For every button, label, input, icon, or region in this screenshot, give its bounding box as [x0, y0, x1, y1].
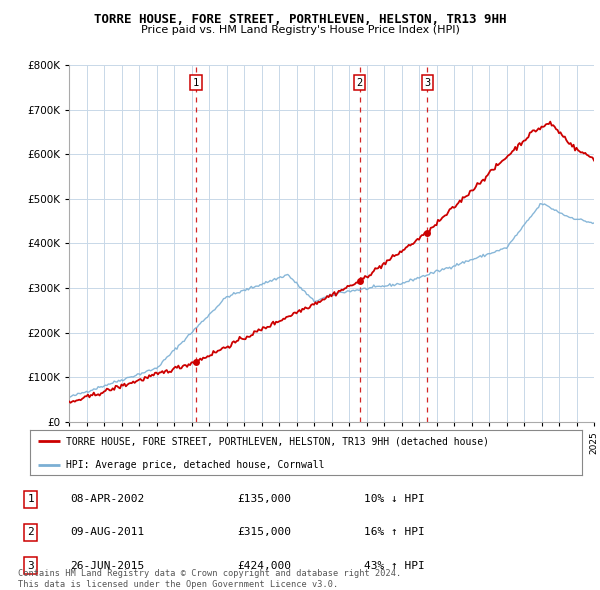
Text: 09-AUG-2011: 09-AUG-2011 — [70, 527, 144, 537]
Text: 10% ↓ HPI: 10% ↓ HPI — [364, 494, 424, 504]
Text: 08-APR-2002: 08-APR-2002 — [70, 494, 144, 504]
Text: 3: 3 — [27, 560, 34, 571]
Text: 2: 2 — [356, 78, 362, 88]
Text: £315,000: £315,000 — [237, 527, 291, 537]
Text: £135,000: £135,000 — [237, 494, 291, 504]
Text: 16% ↑ HPI: 16% ↑ HPI — [364, 527, 424, 537]
Text: 1: 1 — [27, 494, 34, 504]
Text: 3: 3 — [424, 78, 431, 88]
Text: £424,000: £424,000 — [237, 560, 291, 571]
Text: 26-JUN-2015: 26-JUN-2015 — [70, 560, 144, 571]
Text: HPI: Average price, detached house, Cornwall: HPI: Average price, detached house, Corn… — [66, 460, 325, 470]
Text: TORRE HOUSE, FORE STREET, PORTHLEVEN, HELSTON, TR13 9HH (detached house): TORRE HOUSE, FORE STREET, PORTHLEVEN, HE… — [66, 437, 489, 446]
Text: Price paid vs. HM Land Registry's House Price Index (HPI): Price paid vs. HM Land Registry's House … — [140, 25, 460, 35]
Text: Contains HM Land Registry data © Crown copyright and database right 2024.
This d: Contains HM Land Registry data © Crown c… — [18, 569, 401, 589]
Text: TORRE HOUSE, FORE STREET, PORTHLEVEN, HELSTON, TR13 9HH: TORRE HOUSE, FORE STREET, PORTHLEVEN, HE… — [94, 13, 506, 26]
Text: 43% ↑ HPI: 43% ↑ HPI — [364, 560, 424, 571]
Text: 2: 2 — [27, 527, 34, 537]
Text: 1: 1 — [193, 78, 199, 88]
